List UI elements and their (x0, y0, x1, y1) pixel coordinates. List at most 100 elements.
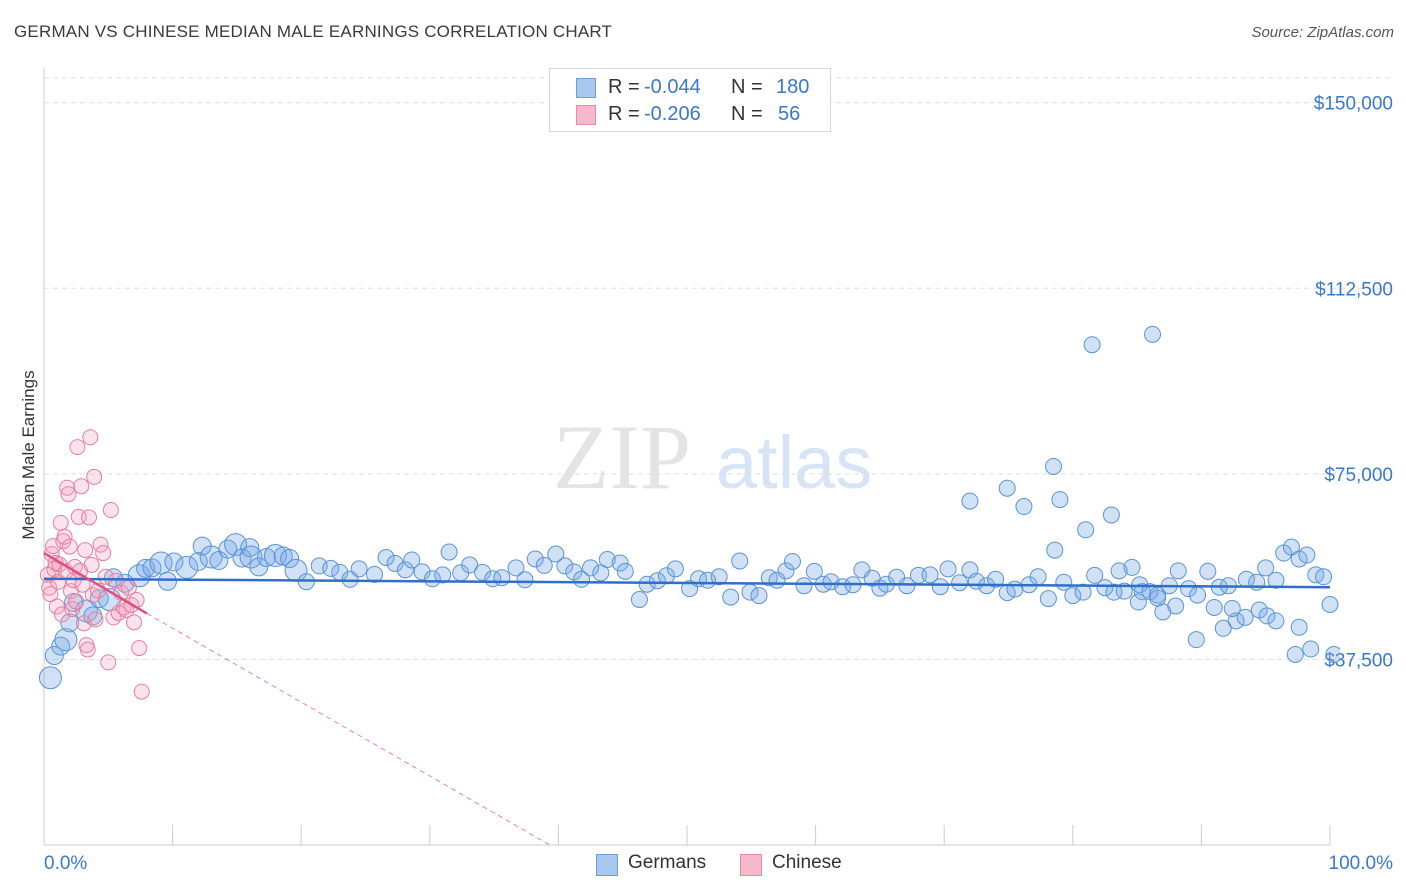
german-point (1074, 583, 1092, 601)
german-point (1267, 612, 1285, 630)
german-point (377, 548, 395, 566)
chinese-point (108, 572, 125, 589)
german-point (413, 563, 431, 581)
german-point (1205, 598, 1223, 616)
german-point (1223, 599, 1241, 617)
points-layer (38, 325, 1386, 845)
german-point (507, 559, 525, 577)
germans-swatch (596, 854, 618, 876)
german-point (218, 539, 238, 559)
german-point (1169, 562, 1187, 580)
chinese-point (77, 542, 94, 559)
chinese-point (97, 568, 114, 585)
chinese-label: Chinese (772, 852, 842, 873)
chinese-point (100, 654, 117, 671)
german-point (142, 558, 162, 578)
chinese-point (42, 586, 59, 603)
chinese-point (59, 479, 76, 496)
y-tick-label: $150,000 (1314, 94, 1393, 115)
y-tick-label: $75,000 (1324, 465, 1393, 486)
german-point (188, 551, 208, 571)
german-point (648, 572, 666, 590)
german-point (1086, 566, 1104, 584)
german-point (403, 551, 421, 569)
german-point (350, 560, 368, 578)
correlation-legend: R = -0.044 N = 180 R = -0.206 N = 56 (549, 68, 831, 132)
german-point (175, 555, 199, 579)
german-point (1199, 562, 1217, 580)
german-point (722, 588, 740, 606)
chinese-point (69, 439, 86, 456)
german-point (805, 562, 823, 580)
german-point (795, 577, 813, 595)
german-point (731, 552, 749, 570)
german-point (474, 563, 492, 581)
german-point (386, 554, 404, 572)
german-point (1290, 550, 1308, 568)
chinese-point (87, 611, 104, 628)
chinese-point (133, 683, 150, 700)
german-point (1236, 608, 1254, 626)
german-point (1321, 596, 1339, 614)
chinese-point (48, 598, 65, 615)
german-point (164, 552, 184, 572)
german-point (1039, 590, 1057, 608)
chinese-point (52, 514, 69, 531)
german-point (998, 479, 1016, 497)
german-point (157, 571, 177, 591)
german-point (611, 554, 629, 572)
watermark-atlas: atlas (716, 421, 872, 504)
german-point (1029, 568, 1047, 586)
watermark-zip: ZIP (553, 406, 691, 508)
r-value: -0.206 (644, 103, 701, 125)
chinese-point (131, 640, 148, 657)
german-point (783, 552, 801, 570)
germans-label: Germans (628, 852, 707, 873)
legend-row-germans: R = -0.044 N = 180 (550, 74, 830, 100)
german-point (1325, 645, 1340, 663)
x-tick-label: 0.0% (44, 853, 87, 874)
chinese-point (61, 538, 78, 555)
german-point (951, 574, 969, 592)
german-point (1083, 336, 1101, 354)
y-axis-label: Median Male Earnings (19, 370, 38, 539)
r-label: R = (608, 103, 640, 125)
german-point (1267, 571, 1285, 589)
n-value: 180 (776, 76, 810, 98)
chinese-point (81, 509, 98, 526)
german-point (1110, 562, 1128, 580)
n-label: N = (731, 76, 763, 98)
chinese-point (79, 641, 96, 658)
german-point (961, 492, 979, 510)
german-point (232, 548, 252, 568)
german-point (1045, 457, 1063, 475)
german-point (1115, 582, 1133, 600)
german-point (239, 545, 263, 569)
german-point (434, 566, 452, 584)
german-point (987, 570, 1005, 588)
german-point (1286, 645, 1304, 663)
german-point (440, 543, 458, 561)
german-point (710, 568, 728, 586)
chart-title: GERMAN VS CHINESE MEDIAN MALE EARNINGS C… (14, 22, 613, 41)
chinese-point (84, 587, 101, 604)
german-point (526, 550, 544, 568)
german-point (1046, 541, 1064, 559)
legend-row-chinese: R = -0.206 N = 56 (550, 101, 830, 127)
german-point (1370, 708, 1386, 724)
chinese-point (41, 579, 58, 596)
chinese-point (105, 609, 122, 626)
german-point (1123, 558, 1141, 576)
german-point (1298, 546, 1316, 564)
x-tick-label: 100.0% (1329, 853, 1394, 874)
chinese-point (126, 614, 143, 631)
german-point (598, 550, 616, 568)
german-point (1096, 579, 1114, 597)
german-point (1064, 587, 1082, 605)
chinese-point (68, 593, 85, 610)
n-label: N = (731, 103, 763, 125)
german-point (240, 538, 260, 558)
german-point (834, 578, 852, 596)
r-label: R = (608, 76, 640, 98)
german-point (1257, 559, 1275, 577)
